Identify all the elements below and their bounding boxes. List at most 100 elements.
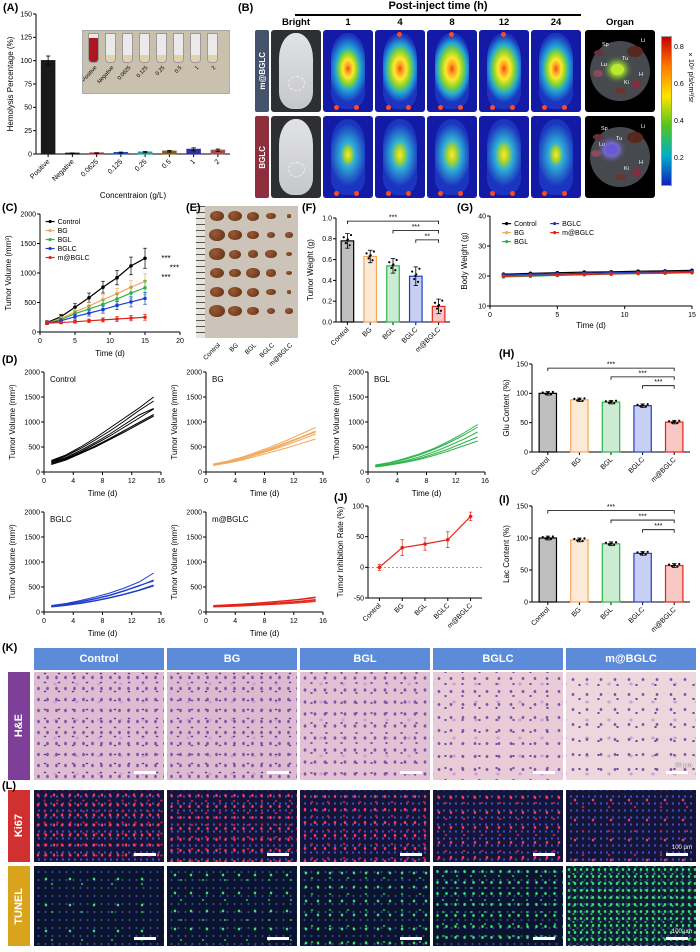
svg-text:0: 0	[38, 338, 42, 345]
svg-text:12: 12	[128, 478, 136, 485]
organ-li	[627, 46, 643, 57]
svg-text:m@BGLC: m@BGLC	[446, 602, 474, 630]
panel-letter-g: (G)	[457, 202, 473, 214]
tumor-specimen	[227, 210, 243, 222]
svg-text:Positive: Positive	[29, 158, 51, 180]
mouse-silhouette	[435, 33, 469, 109]
panel-letter-h: (H)	[499, 348, 515, 360]
svg-text:2000: 2000	[20, 211, 36, 218]
mouse-silhouette	[279, 119, 313, 195]
svg-text:***: ***	[161, 254, 170, 263]
title-overline	[295, 14, 581, 16]
row-label-mbglc: m@BGLC	[255, 30, 269, 112]
organ-label-tu: Tu	[616, 136, 623, 142]
row-label-mbglc-text: m@BGLC	[257, 52, 267, 90]
svg-text:1500: 1500	[24, 534, 40, 541]
svg-text:***: ***	[654, 523, 662, 530]
svg-text:Time (d): Time (d)	[576, 321, 606, 330]
body-weight-chart: 10 20 30 40 0 5 10 15 Time (d) Body Weight (g) Con…	[460, 213, 696, 330]
svg-text:100: 100	[352, 503, 364, 510]
individual-tumor-volume-control: 0 500 1000 1500 2000 0 4 8 12 16 Control Time (d) Tu…	[8, 369, 165, 498]
tumor-specimen	[285, 232, 293, 238]
svg-text:100: 100	[516, 391, 528, 398]
svg-text:1500: 1500	[20, 241, 36, 248]
organ-li	[627, 132, 643, 143]
tumor-specimen	[228, 230, 242, 240]
svg-text:500: 500	[24, 300, 36, 307]
column-header-mbglc: m@BGLC	[566, 648, 696, 670]
ki67-image-control	[34, 790, 164, 862]
svg-text:1000: 1000	[24, 559, 40, 566]
scale-bar	[267, 853, 289, 856]
tumor-specimen	[266, 212, 276, 220]
svg-text:BGL: BGL	[414, 602, 429, 617]
svg-text:2000: 2000	[24, 509, 40, 516]
svg-text:2000: 2000	[186, 369, 202, 376]
tumor-specimen	[209, 248, 225, 260]
mouse-fluorescence-image	[375, 30, 425, 112]
organ-sp	[594, 50, 604, 56]
svg-text:Time (d): Time (d)	[250, 629, 280, 638]
organ-label-ki: Ki	[624, 166, 629, 172]
panel-letter-e: (E)	[186, 202, 201, 214]
row-label-bglc: BGLC	[255, 116, 269, 198]
nose-signal	[397, 31, 402, 37]
mouse-fluorescence-image	[427, 30, 477, 112]
svg-text:Tumor Volume (mm³): Tumor Volume (mm³)	[170, 384, 179, 460]
tunel-image-control	[34, 866, 164, 946]
mouse-silhouette	[331, 33, 365, 109]
svg-text:100: 100	[516, 535, 528, 542]
svg-text:Control: Control	[330, 326, 351, 347]
svg-text:**: **	[424, 233, 430, 240]
tumor-specimen	[228, 306, 242, 316]
svg-text:Time (d): Time (d)	[88, 489, 118, 498]
ki67-row-label-text: Ki67	[13, 814, 25, 838]
organ-dish-image: Sp Lu Tu Li H Ki	[585, 116, 655, 198]
individual-tumor-volume-bglc: 0 500 1000 1500 2000 0 4 8 12 16 BGLC Time (d) Tumor…	[8, 509, 165, 638]
scale-bar	[267, 937, 289, 940]
tube-liquid	[140, 55, 149, 62]
svg-text:***: ***	[412, 224, 420, 231]
ki67-image-bg	[167, 790, 297, 862]
hemolysis-tube	[139, 33, 150, 63]
svg-text:8: 8	[101, 478, 105, 485]
svg-text:500: 500	[190, 584, 202, 591]
svg-text:16: 16	[481, 478, 489, 485]
organ-h	[632, 80, 641, 89]
tumor-specimen	[210, 287, 224, 297]
svg-text:0: 0	[28, 151, 32, 158]
tumor-specimen	[266, 288, 276, 296]
mouse-silhouette	[383, 33, 417, 109]
mouse-silhouette	[487, 119, 521, 195]
column-header-4: 4	[397, 17, 403, 28]
svg-text:4: 4	[71, 478, 75, 485]
tumor-specimen	[246, 287, 260, 297]
organ-tu	[611, 64, 624, 75]
svg-text:Tumor Volume (mm³): Tumor Volume (mm³)	[8, 384, 17, 460]
tumor-specimen	[285, 251, 293, 257]
svg-text:BG: BG	[571, 456, 583, 468]
svg-text:0: 0	[42, 478, 46, 485]
svg-text:BG: BG	[362, 326, 374, 338]
hemolysis-tube	[88, 33, 99, 63]
svg-text:m@BGLC: m@BGLC	[212, 515, 249, 524]
tube-liquid	[174, 55, 183, 62]
scale-bar	[666, 853, 688, 856]
paw-signal	[510, 190, 515, 196]
paw-signal	[562, 190, 567, 196]
svg-text:2000: 2000	[24, 369, 40, 376]
column-header-12: 12	[498, 17, 510, 28]
svg-text:***: ***	[639, 514, 647, 521]
tumor-specimen	[286, 214, 292, 218]
svg-text:150: 150	[516, 503, 528, 510]
organ-label-ki: Ki	[624, 80, 629, 86]
svg-text:0.125: 0.125	[107, 158, 124, 175]
individual-tumor-volume-mbglc: 0 500 1000 1500 2000 0 4 8 12 16 m@BGLC Time (d) Tum…	[170, 509, 327, 638]
tumor-specimen	[247, 250, 259, 258]
tube-liquid	[208, 55, 217, 62]
scale-bar	[400, 771, 422, 774]
paw-signal	[458, 104, 463, 110]
mouse-silhouette	[487, 33, 521, 109]
svg-text:15: 15	[141, 338, 149, 345]
tumor-specimen	[286, 290, 292, 294]
